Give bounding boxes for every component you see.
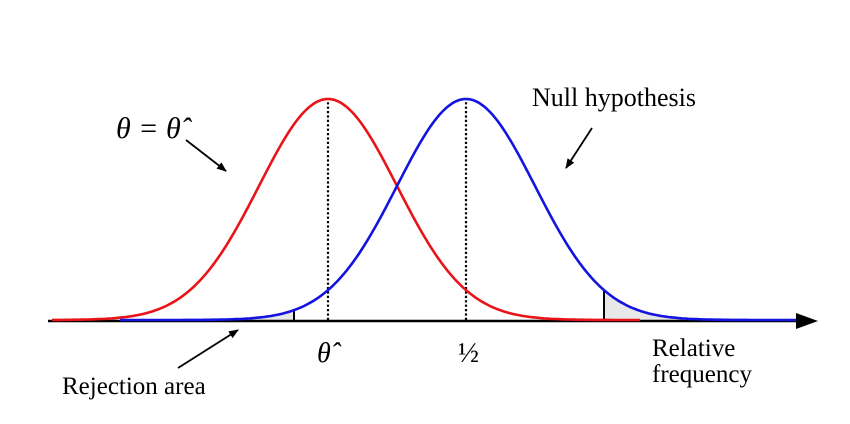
null-hypothesis-label: Null hypothesis (532, 83, 696, 112)
theta-hat-tick-label: θ̂ (317, 338, 342, 369)
null-hypothesis-curve (120, 97, 796, 322)
x-axis-label-frequency: frequency (652, 361, 752, 388)
rejection-region-right (604, 290, 796, 320)
x-axis-label-relative: Relative (652, 335, 735, 362)
x-axis-arrowhead (796, 313, 818, 329)
rejection-area-label: Rejection area (62, 373, 206, 400)
theta-equals-theta-hat-label: θ = θ̂ (116, 112, 193, 145)
half-tick-label: ½ (458, 338, 479, 369)
theta-label-arrow (185, 139, 227, 172)
rejection-label-arrow (177, 329, 239, 369)
null-label-arrow (565, 127, 593, 169)
estimate-curve (52, 97, 640, 322)
